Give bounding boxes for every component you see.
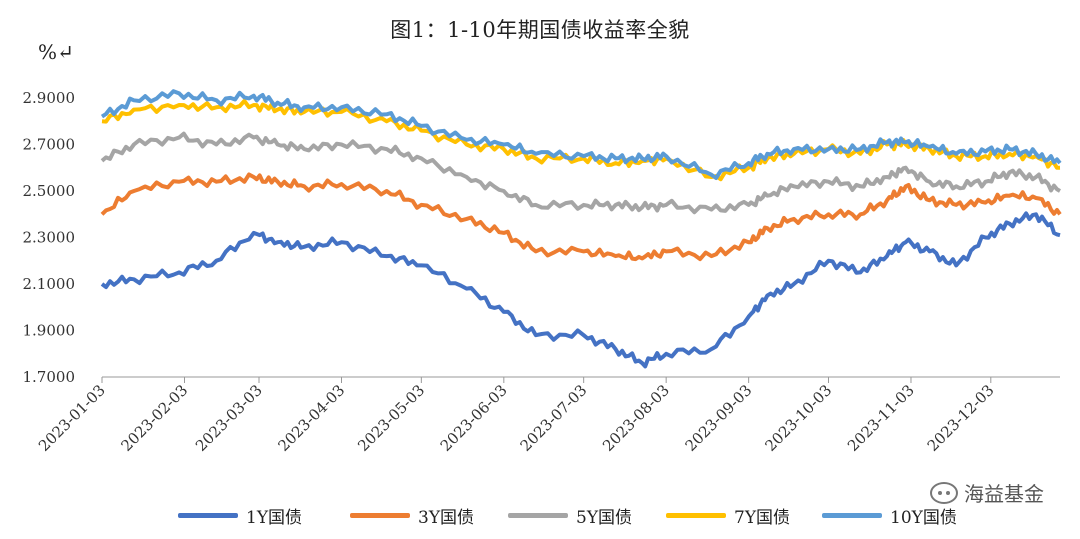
series-line-1	[100, 211, 1061, 369]
x-tick-label: 2023-05-03	[354, 381, 428, 455]
x-tick-label: 2023-03-03	[192, 381, 266, 455]
x-tick-label: 2023-09-03	[682, 381, 756, 455]
x-tick-label: 2023-04-03	[274, 381, 348, 455]
x-tick-label: 2023-07-03	[517, 381, 591, 455]
legend-swatch	[508, 512, 568, 518]
y-tick-label: 2.1000	[23, 275, 76, 293]
series-line-5	[100, 89, 1062, 180]
legend: 1Y国债 3Y国债 5Y国债 7Y国债 10Y国债	[0, 500, 1080, 530]
legend-label: 10Y国债	[890, 507, 957, 528]
x-tick-label: 2023-06-03	[437, 381, 511, 455]
legend-swatch	[178, 512, 238, 518]
y-tick-label: 1.9000	[23, 322, 76, 340]
legend-swatch	[350, 512, 410, 518]
y-axis-unit: %↵	[38, 40, 74, 64]
legend-label: 7Y国债	[734, 507, 791, 528]
y-tick-label: 2.9000	[23, 89, 76, 107]
series-line-2	[100, 172, 1062, 262]
legend-item: 3Y国债	[350, 500, 474, 530]
series-line-4	[101, 98, 1061, 182]
x-tick-label: 2023-12-03	[924, 381, 998, 455]
y-tick-label: 2.7000	[23, 136, 76, 154]
legend-label: 3Y国债	[418, 507, 475, 528]
chart-title: 图1：1-10年期国债收益率全貌	[390, 18, 690, 42]
wechat-icon	[930, 481, 958, 504]
y-tick-label: 2.3000	[23, 229, 76, 247]
y-tick-label: 1.7000	[23, 368, 76, 386]
x-tick-label: 2023-01-03	[35, 381, 109, 455]
series-layer	[100, 89, 1062, 369]
legend-item: 5Y国债	[508, 500, 632, 530]
x-tick-label: 2023-02-03	[117, 381, 191, 455]
legend-label: 1Y国债	[246, 507, 303, 528]
watermark: 海益基金	[930, 478, 1044, 507]
legend-swatch	[666, 512, 726, 518]
x-tick-label: 2023-08-03	[599, 381, 673, 455]
legend-swatch	[822, 512, 882, 518]
legend-item: 1Y国债	[178, 500, 302, 530]
watermark-text: 海益基金	[964, 482, 1044, 506]
legend-item: 7Y国债	[666, 500, 790, 530]
y-tick-label: 2.5000	[23, 182, 76, 200]
x-tick-label: 2023-10-03	[761, 381, 835, 455]
series-line-3	[100, 131, 1061, 215]
legend-item: 10Y国债	[822, 500, 957, 530]
legend-label: 5Y国债	[576, 507, 633, 528]
x-tick-label: 2023-11-03	[844, 381, 918, 455]
